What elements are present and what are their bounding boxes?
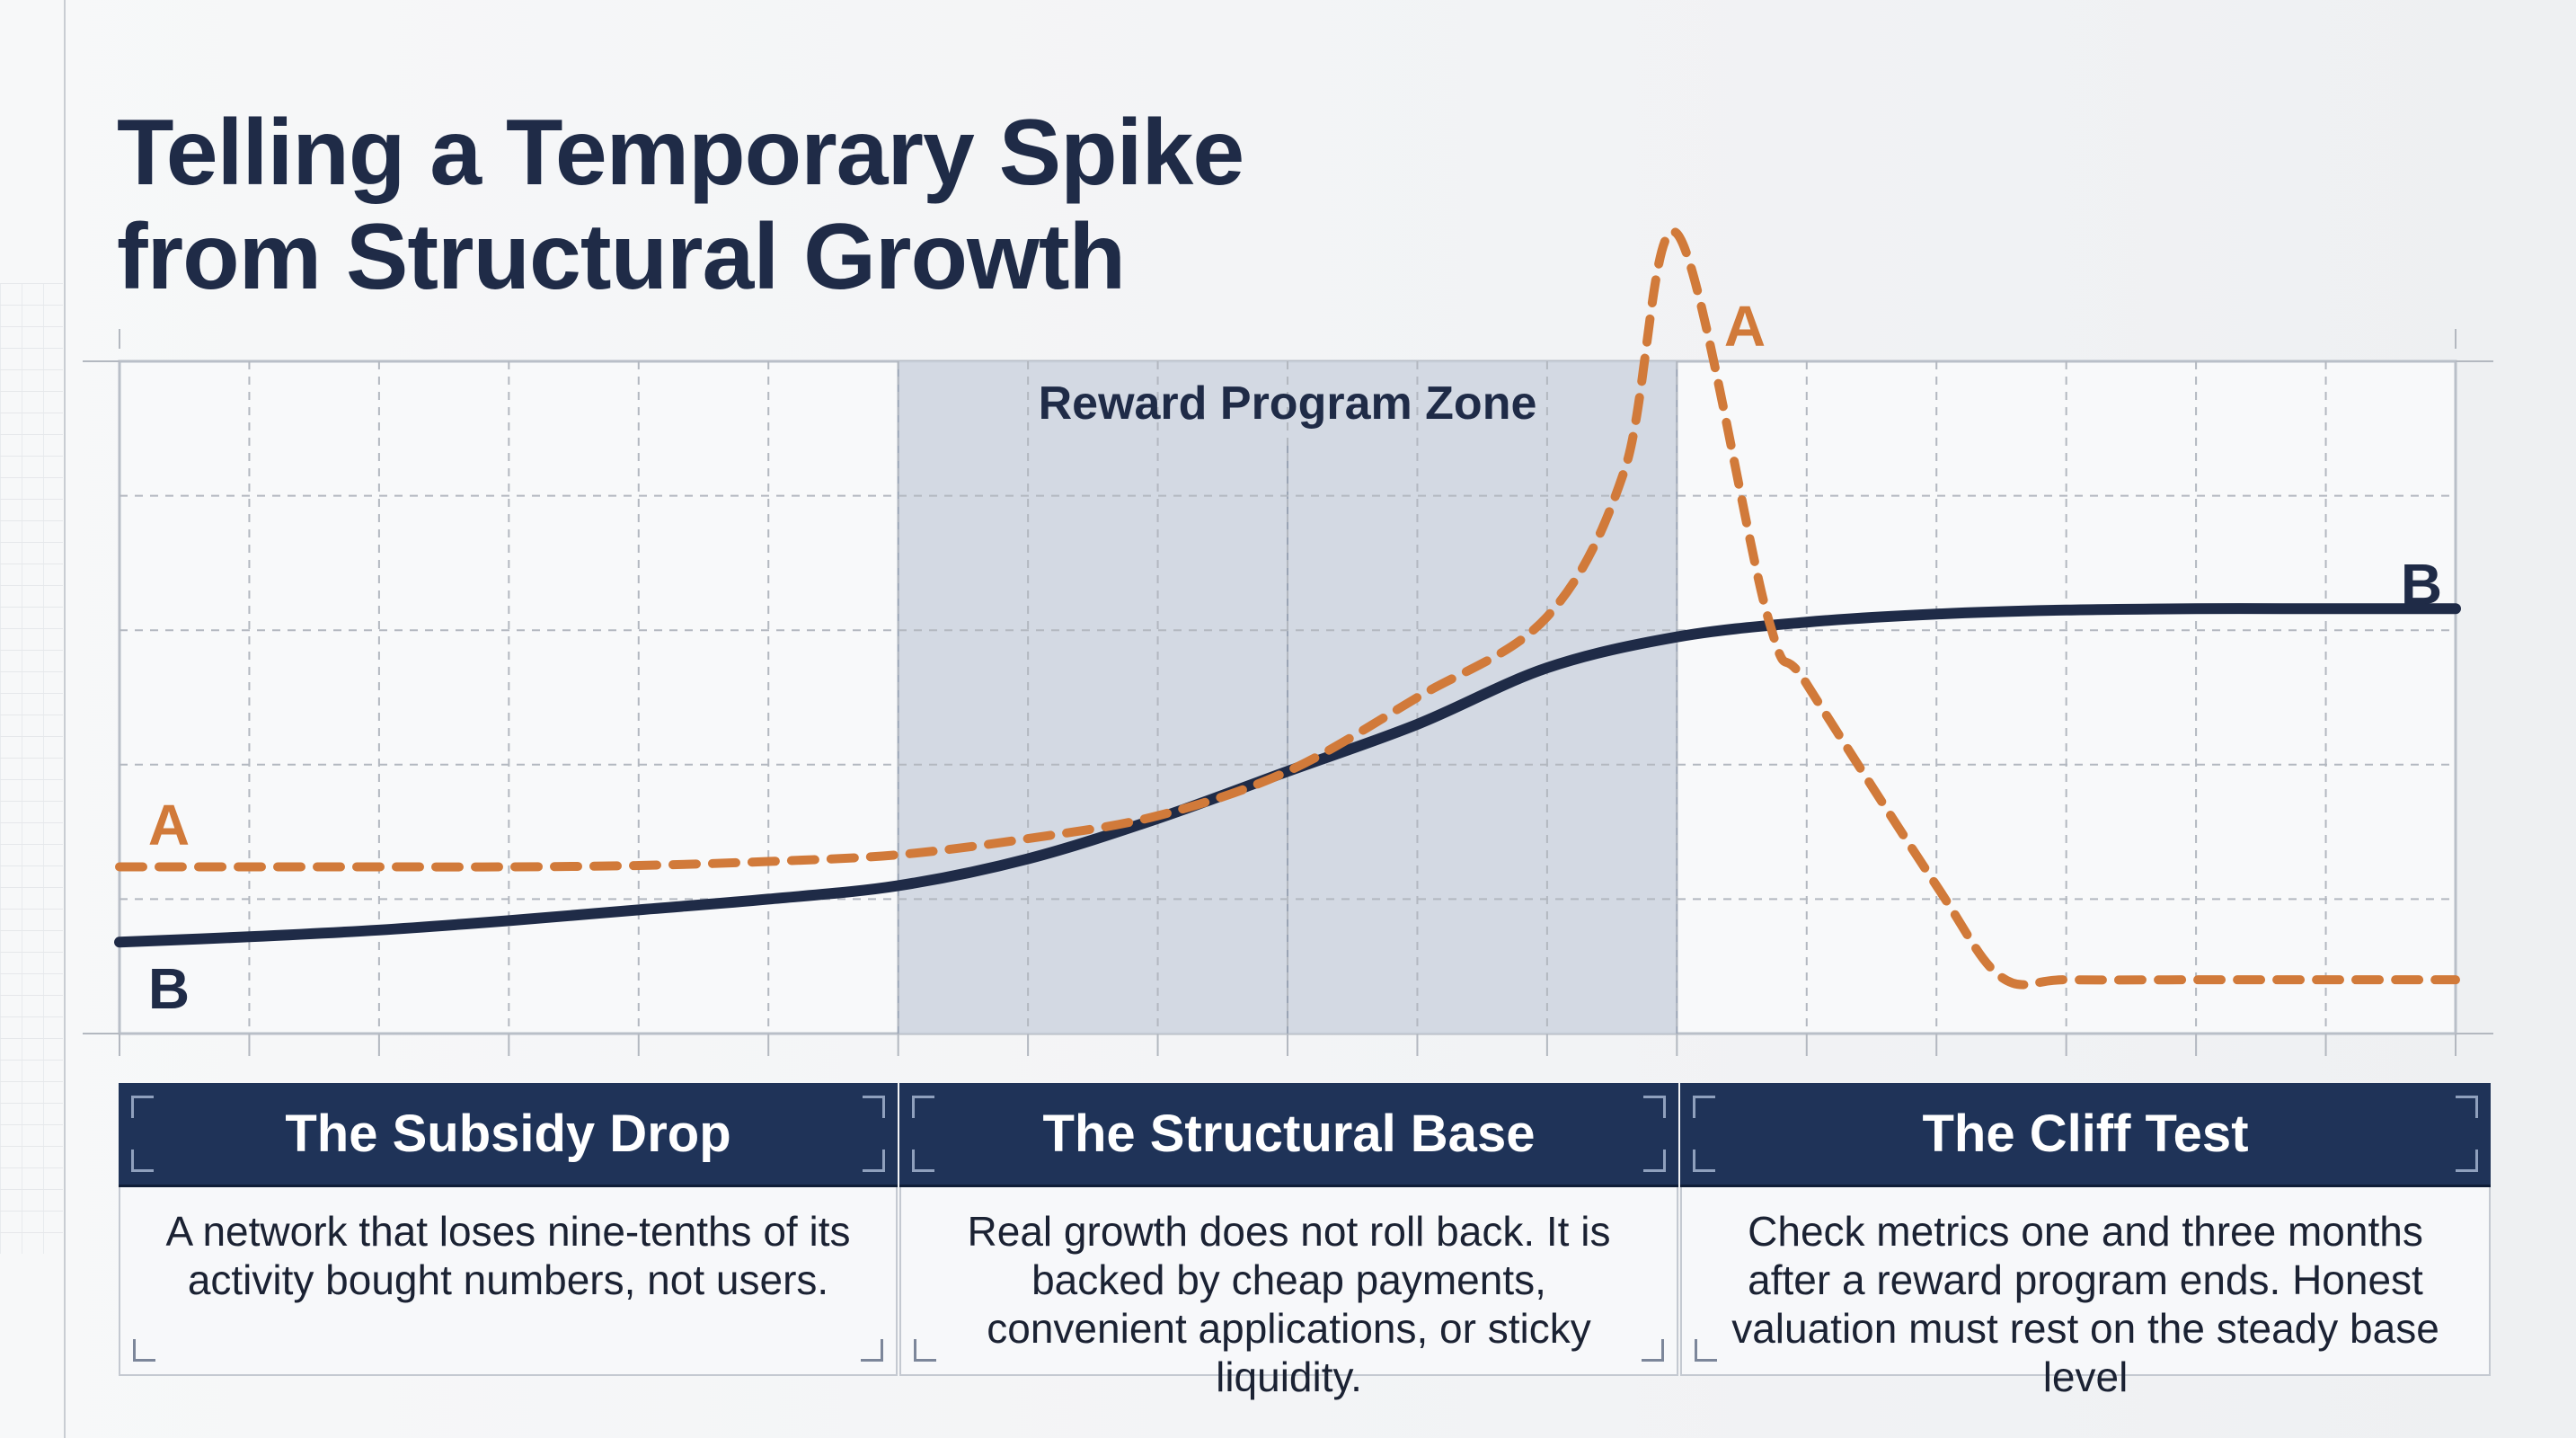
chart-grid [83, 329, 2493, 1056]
card-body: A network that loses nine-tenths of its … [119, 1187, 898, 1376]
card-heading-text: The Structural Base [1042, 1105, 1536, 1163]
card-heading-text: The Subsidy Drop [285, 1105, 731, 1163]
series-b-label-left: B [148, 956, 190, 1021]
card-heading: The Cliff Test [1680, 1083, 2491, 1187]
series-a-label-left: A [148, 793, 190, 857]
left-grid-decoration [0, 283, 63, 1254]
series-a-label-peak: A [1724, 294, 1766, 359]
card-subsidy-drop: The Subsidy Drop A network that loses ni… [119, 1083, 898, 1376]
left-rule [64, 0, 66, 1438]
card-body: Real growth does not roll back. It is ba… [899, 1187, 1678, 1400]
card-structural-base: The Structural Base Real growth does not… [899, 1083, 1678, 1400]
series-b-line [114, 603, 2461, 948]
card-heading-text: The Cliff Test [1922, 1105, 2249, 1163]
card-body-text: Check metrics one and three months after… [1731, 1208, 2439, 1400]
card-body-text: Real growth does not roll back. It is ba… [967, 1208, 1611, 1400]
card-heading: The Subsidy Drop [119, 1083, 898, 1187]
zone-label: Reward Program Zone [1039, 377, 1537, 430]
explanation-cards: The Subsidy Drop A network that loses ni… [119, 1083, 2491, 1400]
series-a-line [115, 226, 2460, 990]
card-body: Check metrics one and three months after… [1680, 1187, 2491, 1400]
card-cliff-test: The Cliff Test Check metrics one and thr… [1680, 1083, 2491, 1400]
chart-series [114, 226, 2461, 990]
series-b-label-right: B [2401, 552, 2442, 617]
card-body-text: A network that loses nine-tenths of its … [165, 1208, 851, 1303]
card-heading: The Structural Base [899, 1083, 1678, 1187]
page-title: Telling a Temporary Spike from Structura… [117, 101, 1244, 309]
chart-labels: Reward Program Zone A A B B [148, 294, 2442, 1021]
